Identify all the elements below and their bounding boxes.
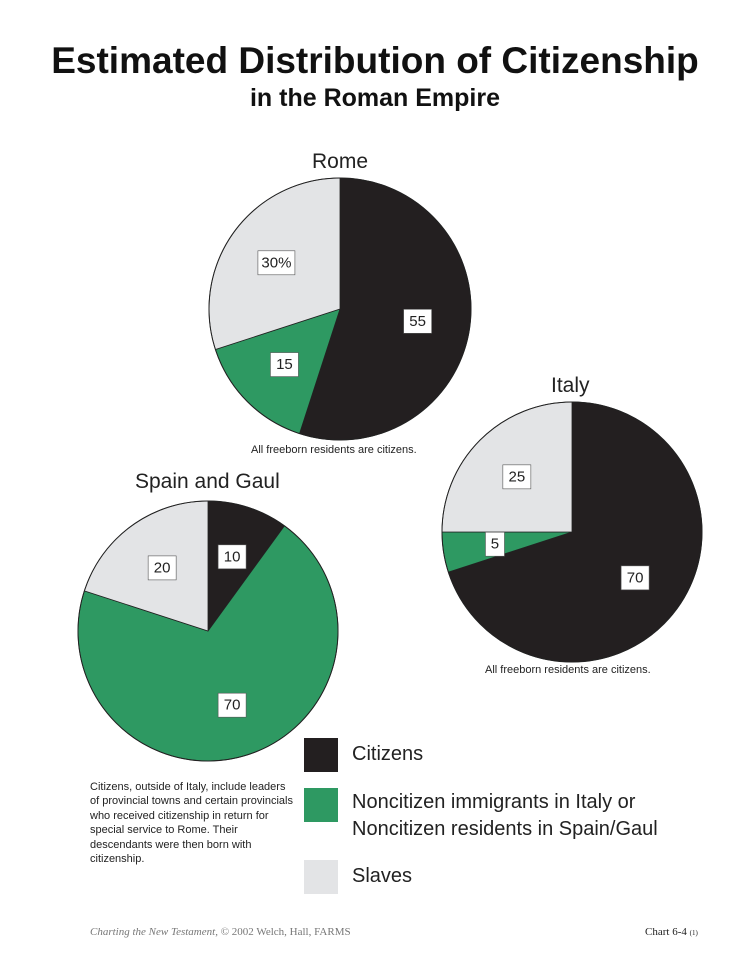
pie-note-rome: All freeborn residents are citizens. bbox=[251, 444, 417, 456]
pie-chart-italy: 70 5 25 bbox=[441, 401, 703, 663]
chart-subtitle: in the Roman Empire bbox=[249, 84, 501, 112]
pie-label-rome-noncitizens: 15 bbox=[270, 352, 299, 377]
pie-label-spain-and-gaul-noncitizens: 70 bbox=[217, 692, 247, 718]
legend-swatch-slaves bbox=[304, 860, 338, 894]
chart-title: Estimated Distribution of Citizenship bbox=[51, 40, 699, 81]
svg-text:55: 55 bbox=[409, 313, 426, 330]
pie-title-spain-gaul: Spain and Gaul bbox=[135, 470, 280, 493]
pie-label-spain-and-gaul-slaves: 20 bbox=[147, 555, 177, 581]
svg-text:15: 15 bbox=[276, 356, 293, 373]
svg-text:5: 5 bbox=[491, 536, 499, 553]
pie-chart-rome: 55 15 30% bbox=[208, 177, 472, 441]
chart-sub: (1) bbox=[689, 929, 698, 937]
legend-label-citizens: Citizens bbox=[352, 743, 424, 765]
pie-label-spain-and-gaul-citizens: 10 bbox=[217, 544, 247, 570]
chart-number: Chart 6-4 (1) bbox=[645, 926, 698, 938]
legend-label-noncitizens: Noncitizen immigrants in Italy or Noncit… bbox=[352, 791, 658, 840]
legend-swatch-citizens bbox=[304, 738, 338, 772]
pie-label-italy-noncitizens: 5 bbox=[485, 531, 505, 557]
svg-text:25: 25 bbox=[509, 468, 526, 485]
pie-outline-spain-and-gaul bbox=[77, 500, 339, 762]
pie-label-rome-slaves: 30% bbox=[257, 250, 296, 276]
svg-text:10: 10 bbox=[224, 548, 241, 565]
legend-swatch-noncitizens bbox=[304, 788, 338, 822]
pie-outline-italy bbox=[441, 401, 703, 663]
svg-text:20: 20 bbox=[154, 559, 171, 576]
svg-text:30%: 30% bbox=[261, 254, 291, 271]
source-credit: Charting the New Testament, © 2002 Welch… bbox=[90, 926, 351, 938]
chart-id: Chart 6-4 bbox=[645, 926, 687, 938]
pie-label-italy-citizens: 70 bbox=[620, 565, 650, 591]
pie-title-rome: Rome bbox=[312, 150, 369, 173]
pie-outline-rome bbox=[208, 177, 472, 441]
svg-text:70: 70 bbox=[224, 697, 241, 714]
pie-note-italy: All freeborn residents are citizens. bbox=[485, 664, 651, 676]
pie-chart-spain-gaul: 10 70 20 bbox=[77, 500, 339, 762]
source-title: Charting the New Testament bbox=[90, 926, 216, 938]
footnote: Citizens, outside of Italy, include lead… bbox=[90, 781, 293, 866]
source-rest: , © 2002 Welch, Hall, FARMS bbox=[215, 926, 351, 938]
svg-text:70: 70 bbox=[627, 569, 644, 586]
pie-label-rome-citizens: 55 bbox=[403, 308, 432, 334]
legend-label-slaves: Slaves bbox=[352, 865, 413, 887]
pie-title-italy: Italy bbox=[551, 374, 590, 397]
pie-label-italy-slaves: 25 bbox=[502, 464, 532, 490]
